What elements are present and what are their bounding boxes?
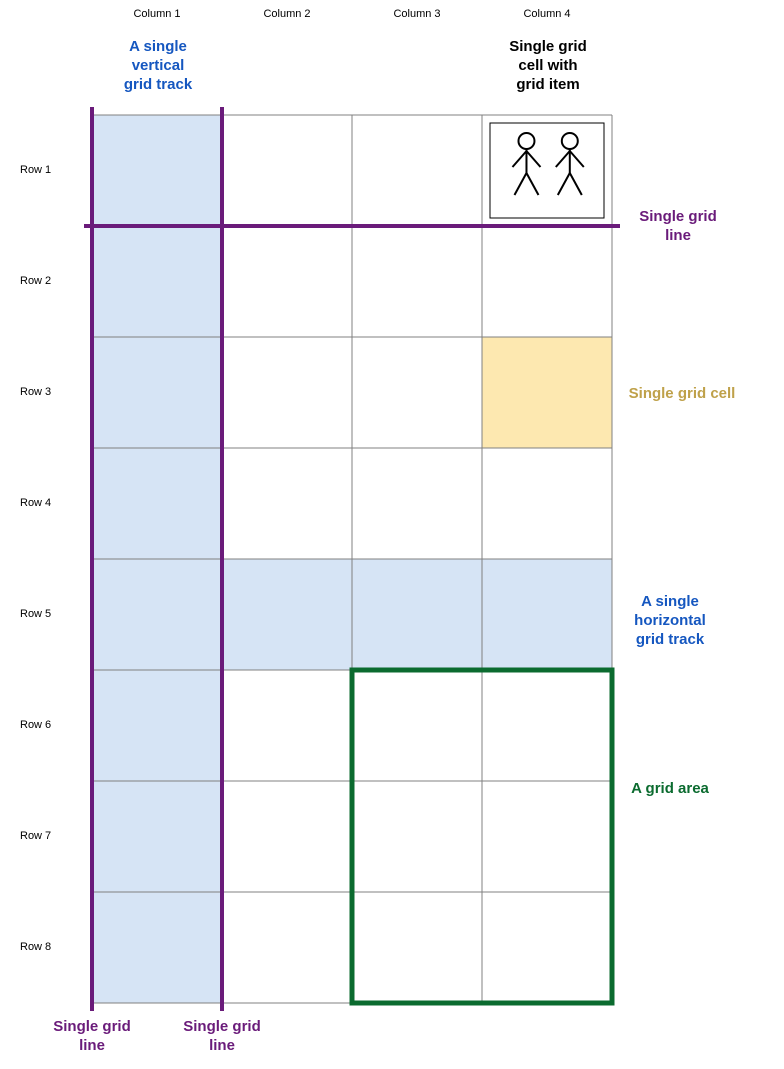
annotation-horizontal_track: A singlehorizontalgrid track [610, 593, 730, 649]
annotation-grid_area: A grid area [610, 780, 730, 799]
annotation-single_grid_cell: Single grid cell [622, 385, 742, 404]
grid-diagram [0, 0, 784, 1069]
annotation-single_grid_line_bl2: Single gridline [162, 1018, 282, 1056]
annotation-single_grid_line_bl1: Single gridline [32, 1018, 152, 1056]
annotation-grid_item: Single gridcell withgrid item [488, 38, 608, 94]
grid-item-box [490, 123, 604, 218]
single-cell-fill [482, 337, 612, 448]
annotation-single_grid_line_right: Single gridline [618, 208, 738, 246]
annotation-vertical_track: A singleverticalgrid track [98, 38, 218, 94]
